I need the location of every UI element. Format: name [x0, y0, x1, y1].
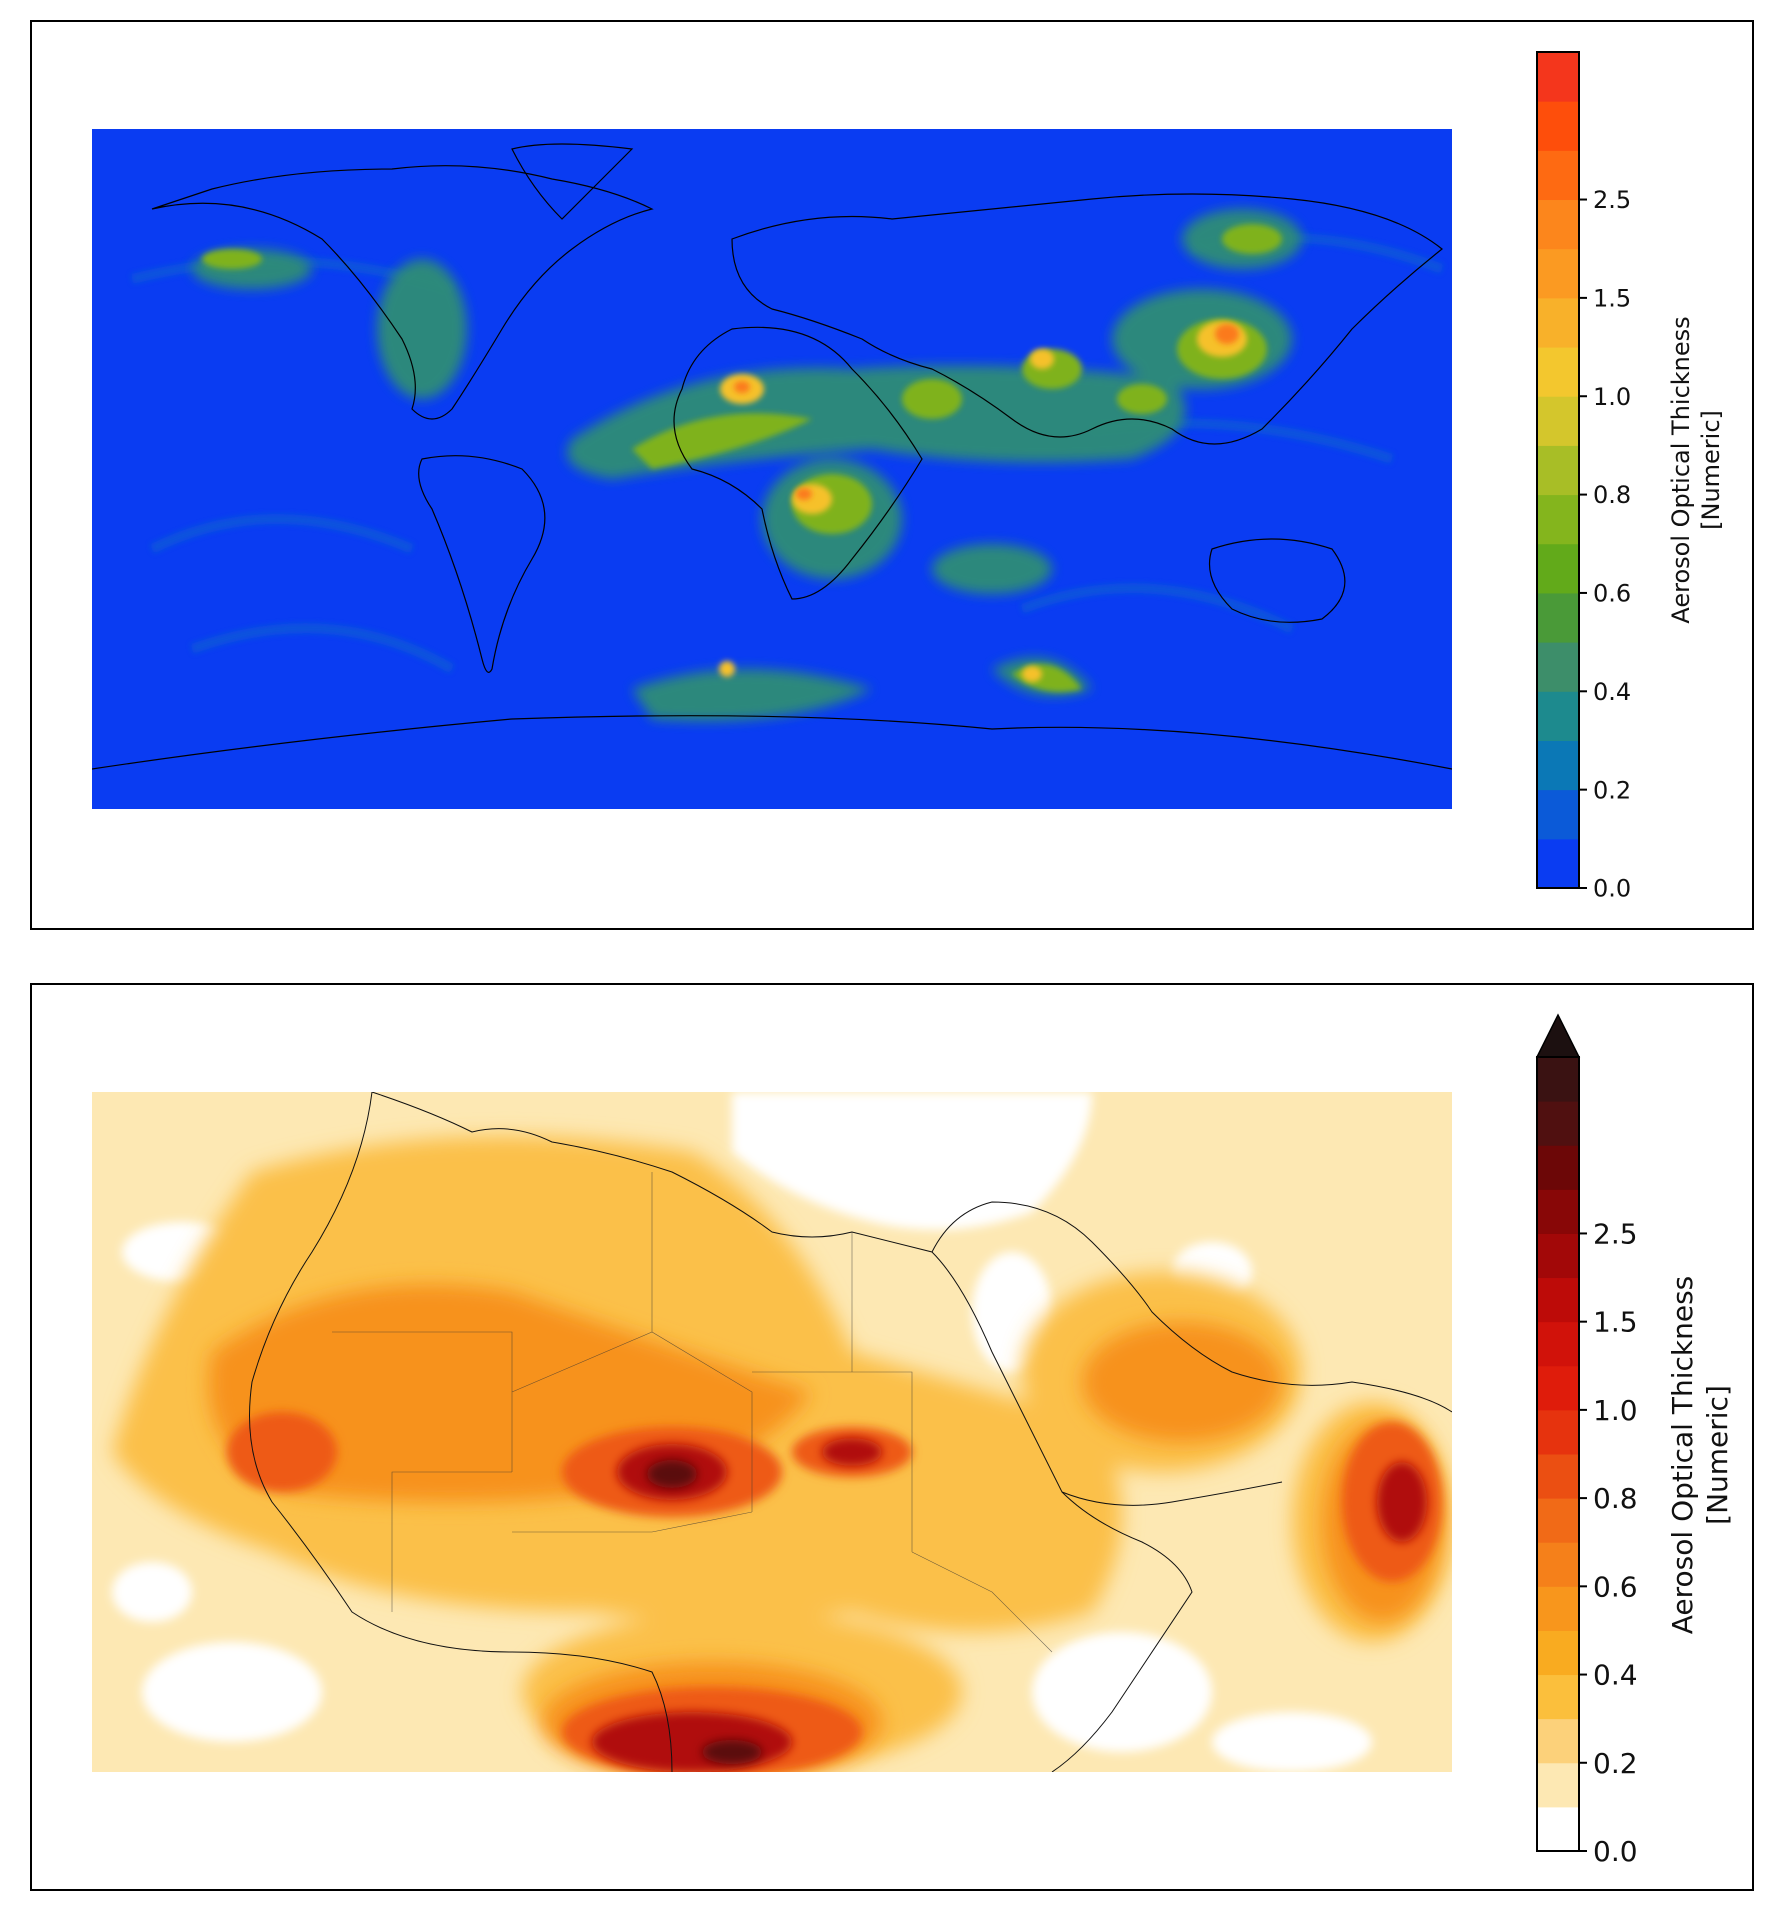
colorbar-label-line2: [Numeric] [1697, 410, 1725, 530]
colorbar-band [1537, 543, 1579, 594]
colorbar-band [1537, 1806, 1579, 1852]
colorbar-tick-label: 0.8 [1593, 1482, 1638, 1515]
colorbar-frame [1536, 1056, 1580, 1852]
colorbar-tick-label: 1.0 [1593, 383, 1631, 411]
colorbar-tick-label: 0.0 [1593, 875, 1631, 903]
colorbar-tick-label: 0.0 [1593, 1835, 1638, 1868]
colorbar-band [1537, 297, 1579, 348]
global-colorbar: 0.0 0.2 0.4 0.6 0.8 1.0 1.5 2.5 Aerosol Optical… [1536, 51, 1725, 903]
colorbar-band [1537, 1365, 1579, 1411]
colorbar-band [1537, 1189, 1579, 1234]
colorbar-band [1537, 838, 1579, 889]
colorbar-tick-label: 2.5 [1593, 186, 1631, 214]
colorbar-bands [1537, 1057, 1579, 1852]
colorbar-band [1537, 1233, 1579, 1279]
colorbar-tick-label: 0.2 [1593, 776, 1631, 804]
colorbar-band [1537, 101, 1579, 151]
colorbar-band [1537, 1586, 1579, 1631]
global-aot-map [92, 129, 1452, 809]
colorbar-tick-label: 1.0 [1593, 1394, 1638, 1427]
colorbar-ticks: 0.0 0.2 0.4 0.6 0.8 1.0 1.5 2.5 [1579, 1218, 1638, 1868]
colorbar-tick-label: 0.8 [1593, 481, 1631, 509]
colorbar-band [1537, 347, 1579, 397]
colorbar-band [1537, 1454, 1579, 1499]
colorbar-band [1537, 1145, 1579, 1190]
colorbar-band [1537, 199, 1579, 250]
colorbar-label-line1: Aerosol Optical Thickness [1667, 316, 1695, 623]
colorbar-band [1537, 691, 1579, 741]
colorbar-band [1537, 396, 1579, 446]
colorbar-band [1537, 1101, 1579, 1146]
colorbar-tick-label: 0.4 [1593, 1659, 1638, 1692]
colorbar-frame [1536, 51, 1580, 889]
colorbar-band [1537, 740, 1579, 791]
colorbar-label-line2: [Numeric] [1701, 1385, 1734, 1525]
colorbar-band [1537, 150, 1579, 201]
north-africa-aot-panel: 0.0 0.2 0.4 0.6 0.8 1.0 1.5 2.5 Aerosol Optical… [30, 983, 1754, 1891]
colorbar-label-line1: Aerosol Optical Thickness [1666, 1276, 1699, 1635]
colorbar-tick-label: 0.2 [1593, 1747, 1638, 1780]
colorbar-band [1537, 1277, 1579, 1323]
colorbar-band [1537, 592, 1579, 643]
colorbar-band [1537, 1057, 1579, 1102]
colorbar-band [1537, 248, 1579, 299]
north-africa-aot-map [92, 1092, 1452, 1772]
colorbar-bands [1537, 52, 1579, 889]
colorbar-tick-label: 1.5 [1593, 1306, 1638, 1339]
colorbar-band [1537, 1762, 1579, 1808]
colorbar-band [1537, 1542, 1579, 1587]
colorbar-band [1537, 1674, 1579, 1720]
colorbar-band [1537, 494, 1579, 545]
north-africa-colorbar: 0.0 0.2 0.4 0.6 0.8 1.0 1.5 2.5 Aerosol Optical… [1535, 1013, 1734, 1868]
colorbar-band [1537, 1630, 1579, 1676]
colorbar-extend-arrow [1535, 1013, 1581, 1058]
colorbar-tick-label: 0.4 [1593, 678, 1631, 706]
colorbar-tick-label: 0.6 [1593, 580, 1631, 608]
colorbar-band [1537, 789, 1579, 840]
colorbar-tick-label: 0.6 [1593, 1570, 1638, 1603]
colorbar-tick-label: 1.5 [1593, 285, 1631, 313]
colorbar-ticks: 0.0 0.2 0.4 0.6 0.8 1.0 1.5 2.5 [1579, 186, 1631, 903]
colorbar-band [1537, 642, 1579, 692]
colorbar-band [1537, 1409, 1579, 1455]
colorbar-band [1537, 445, 1579, 496]
colorbar-band [1537, 1498, 1579, 1543]
colorbar-band [1537, 1321, 1579, 1367]
colorbar-band [1537, 1718, 1579, 1764]
colorbar-tick-label: 2.5 [1593, 1218, 1638, 1251]
global-aot-panel: 0.0 0.2 0.4 0.6 0.8 1.0 1.5 2.5 Aerosol Optical… [30, 20, 1754, 930]
colorbar-band [1537, 52, 1579, 102]
